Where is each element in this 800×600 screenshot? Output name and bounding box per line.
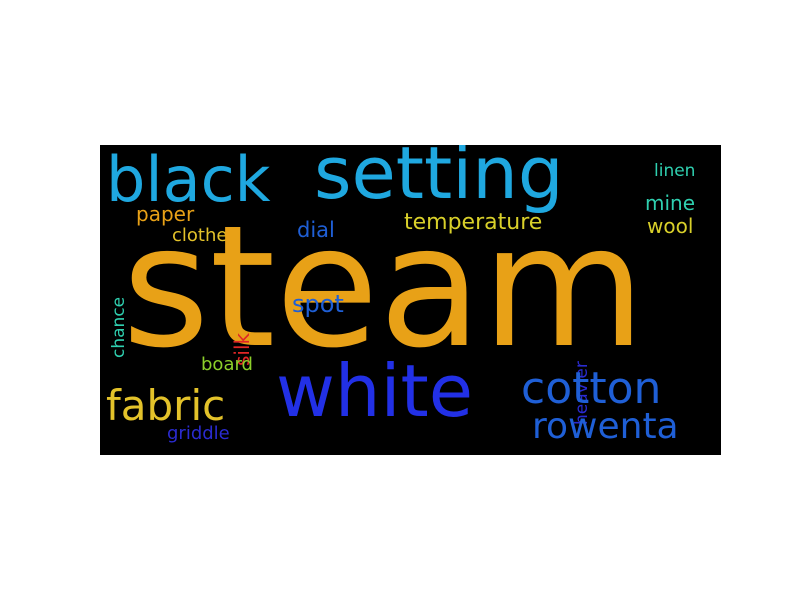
word-paper: paper: [136, 202, 195, 226]
word-linen: linen: [654, 161, 696, 181]
word-rowenta: rowenta: [532, 406, 679, 447]
word-cotton: cotton: [521, 363, 662, 414]
word-cloud-canvas: black setting linen mine paper temperatu…: [100, 145, 721, 455]
word-wool: wool: [647, 214, 694, 238]
word-black: black: [106, 145, 271, 216]
word-board: board: [201, 354, 253, 375]
word-white: white: [276, 349, 474, 433]
word-dial: dial: [297, 218, 335, 242]
word-temperature: temperature: [404, 210, 543, 235]
word-mine: mine: [645, 191, 696, 215]
word-fabric: fabric: [106, 381, 226, 430]
word-spot: spot: [292, 290, 344, 318]
word-griddle: griddle: [167, 423, 230, 444]
word-chance: chance: [109, 296, 129, 358]
word-clothes: clothes: [172, 225, 237, 246]
word-steam: steam: [122, 189, 646, 385]
word-setting: setting: [314, 145, 564, 215]
